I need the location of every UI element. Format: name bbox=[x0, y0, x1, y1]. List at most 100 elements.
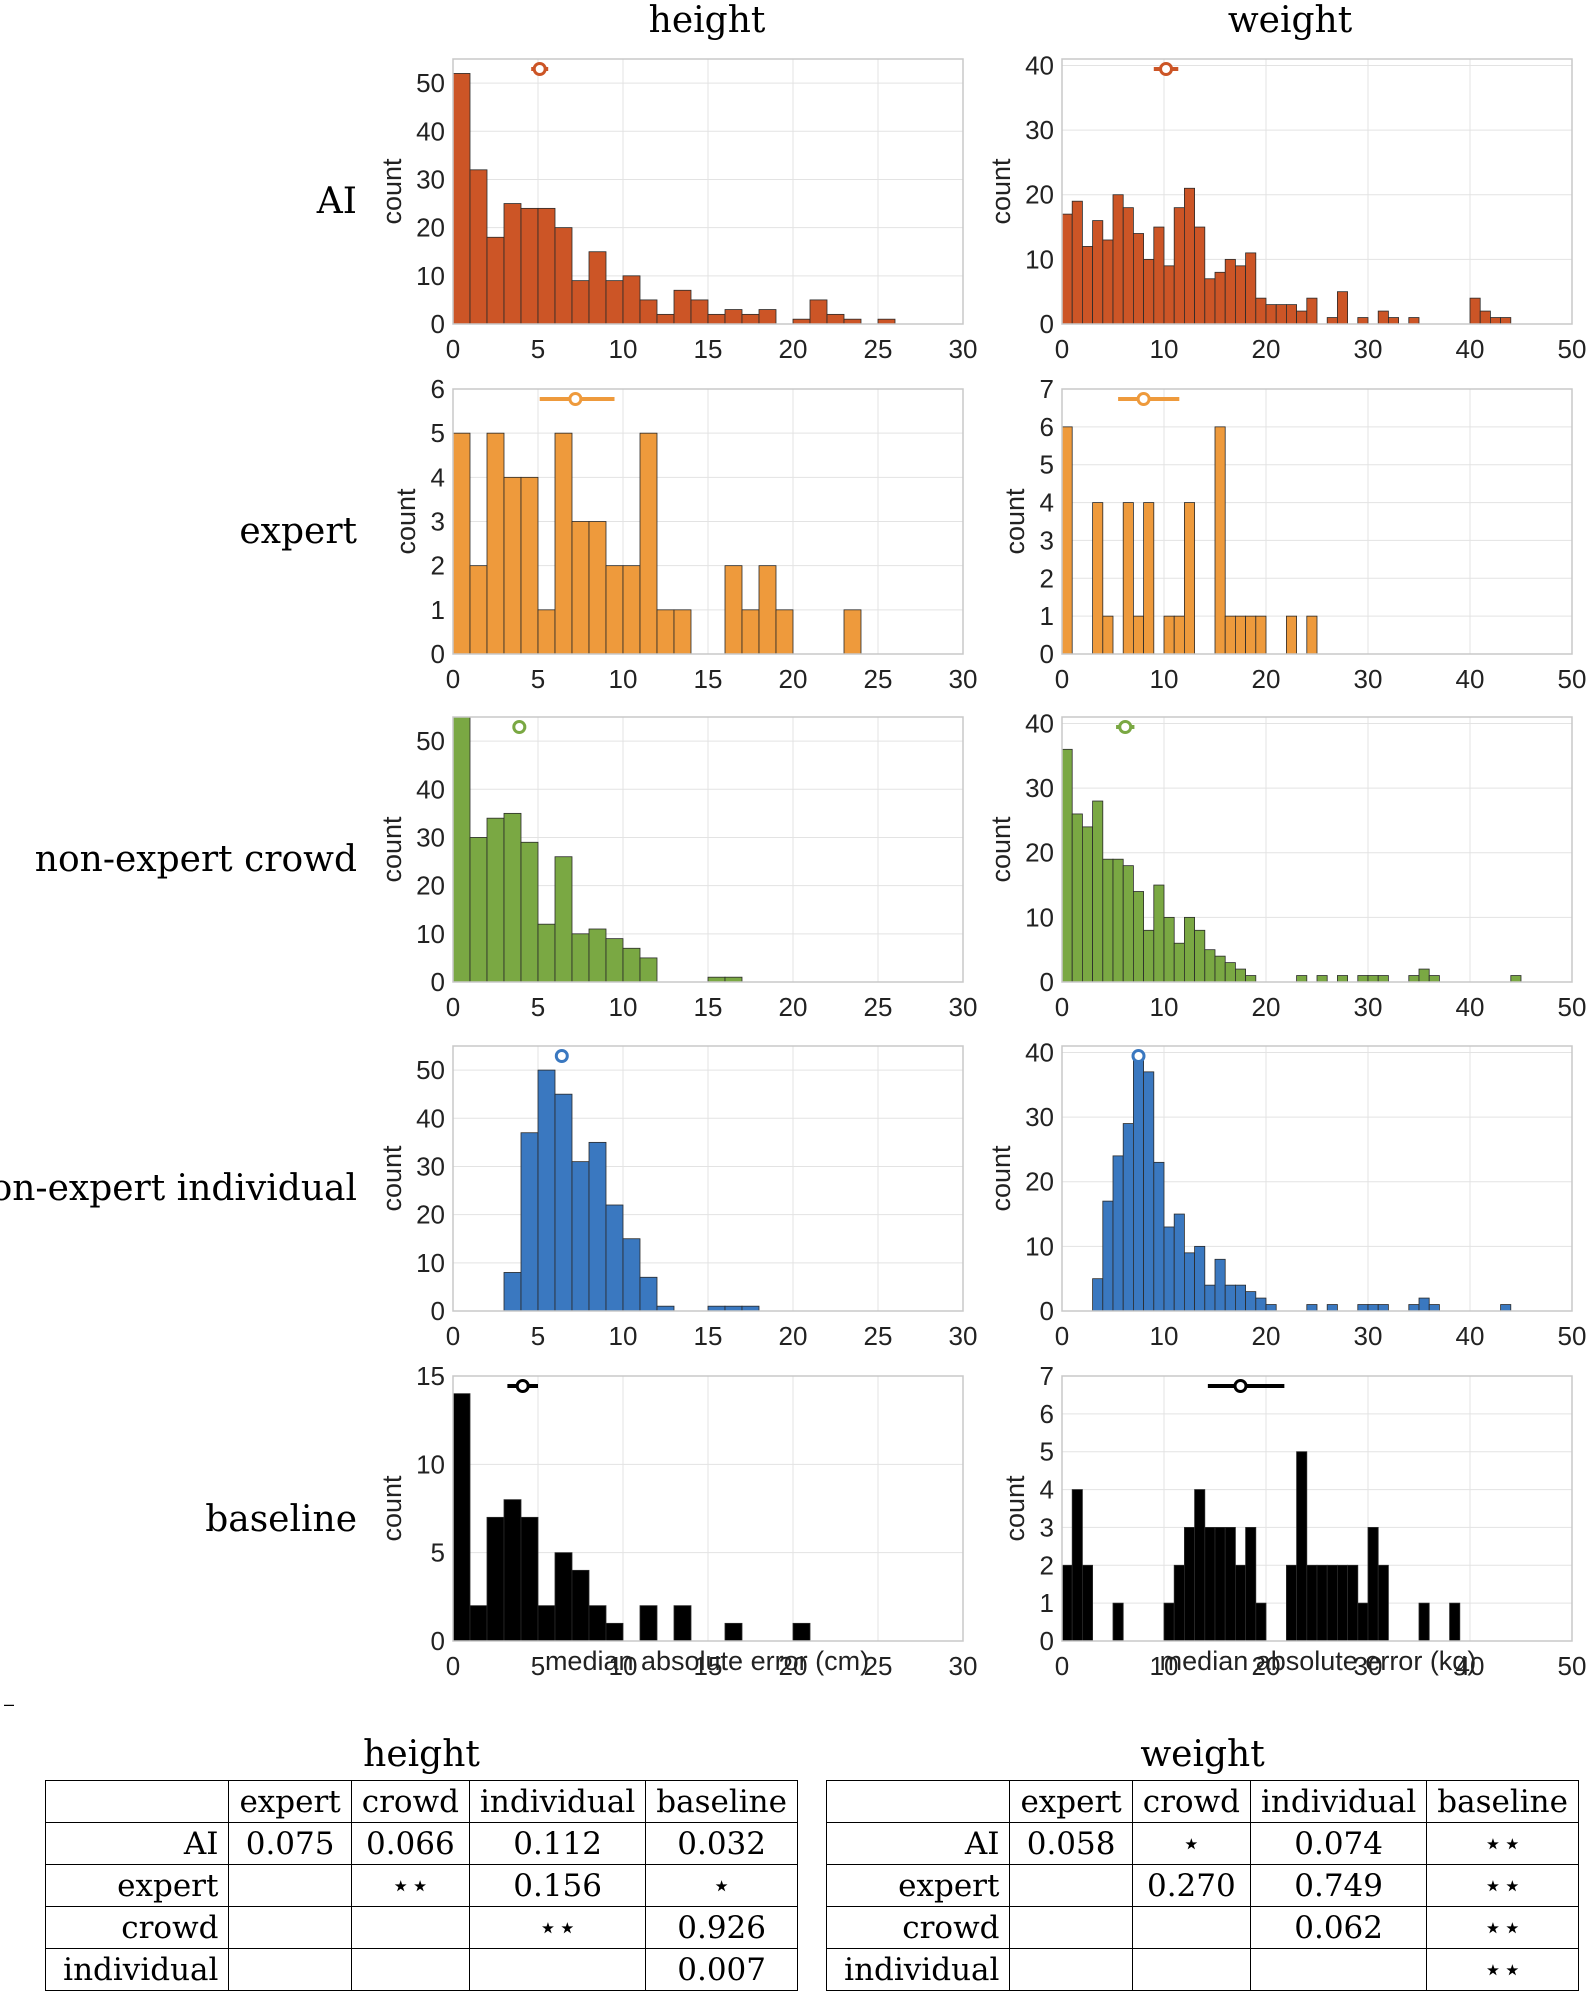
y-tick-label: 3 bbox=[1040, 525, 1054, 555]
histogram-bar bbox=[1092, 1278, 1104, 1312]
x-tick-label: 15 bbox=[694, 334, 723, 364]
histogram-bar bbox=[1163, 265, 1175, 325]
y-tick-label: 1 bbox=[431, 595, 445, 625]
x-tick-label: 15 bbox=[694, 1651, 723, 1681]
histogram-bar bbox=[673, 609, 692, 655]
median-marker bbox=[1118, 720, 1133, 734]
histogram-bar bbox=[1408, 1304, 1420, 1312]
plot-frame bbox=[1061, 388, 1573, 655]
histogram-bar bbox=[1306, 1564, 1318, 1642]
x-tick-label: 5 bbox=[531, 334, 545, 364]
y-axis-label: count bbox=[377, 816, 407, 883]
histogram-bar bbox=[1337, 975, 1349, 983]
histogram-bar bbox=[1357, 975, 1369, 983]
histogram-bar bbox=[724, 565, 743, 655]
histogram-bar bbox=[1112, 1155, 1124, 1312]
histogram-bar bbox=[1245, 975, 1257, 983]
histogram-bar bbox=[1173, 207, 1185, 325]
histogram-bar bbox=[537, 1605, 556, 1642]
histogram-bar bbox=[520, 841, 539, 983]
histogram-bar bbox=[1449, 1602, 1461, 1642]
table-cell bbox=[1131, 1906, 1251, 1949]
y-tick-label: 40 bbox=[416, 774, 445, 804]
y-axis-label: count bbox=[377, 1145, 407, 1212]
histogram-bar bbox=[1255, 1297, 1267, 1312]
y-tick-label: 40 bbox=[416, 116, 445, 146]
table-cell bbox=[1249, 1948, 1428, 1991]
y-tick-label: 3 bbox=[431, 507, 445, 537]
histogram-bar bbox=[1235, 615, 1247, 655]
x-tick-label: 20 bbox=[779, 1321, 808, 1351]
table-row: crowd ⋆⋆ 0.926 bbox=[44, 1906, 798, 1949]
median-marker bbox=[554, 1049, 569, 1063]
x-tick-label: 20 bbox=[1252, 664, 1281, 694]
table-cell: ⋆⋆ bbox=[468, 1906, 647, 1949]
table-cell bbox=[1009, 1864, 1133, 1907]
histogram-bar bbox=[656, 609, 675, 655]
table-title-height: height bbox=[363, 1734, 480, 1775]
histogram-bar bbox=[1296, 975, 1308, 983]
y-tick-label: 10 bbox=[416, 1248, 445, 1278]
plot-frame bbox=[452, 1045, 964, 1312]
histogram-bar bbox=[758, 309, 777, 325]
histogram-bar bbox=[758, 565, 777, 655]
y-tick-label: 20 bbox=[1025, 1167, 1054, 1197]
histogram-bar bbox=[588, 521, 607, 655]
p-value-tables: height expert crowd individual baseline … bbox=[0, 1730, 1594, 2010]
histogram-bar bbox=[1143, 929, 1155, 983]
histogram-bar bbox=[1071, 813, 1083, 983]
row-label-crowd: non-expert crowd bbox=[35, 839, 357, 880]
histogram-bar bbox=[554, 1093, 573, 1312]
histogram-bar bbox=[486, 817, 505, 983]
histogram-bar bbox=[1163, 1226, 1175, 1312]
histogram-bar bbox=[639, 299, 658, 325]
table-height-wrapper: height expert crowd individual baseline … bbox=[44, 1730, 798, 1991]
x-tick-label: 30 bbox=[949, 664, 978, 694]
table-cell: ⋆⋆ bbox=[1426, 1822, 1579, 1865]
histogram-bar bbox=[1286, 1564, 1298, 1642]
y-tick-label: 30 bbox=[416, 822, 445, 852]
histogram-bar bbox=[503, 476, 522, 655]
histogram-bar bbox=[1184, 1527, 1196, 1642]
histogram-bar bbox=[1388, 317, 1400, 325]
median-marker bbox=[568, 392, 583, 406]
histogram-bar bbox=[469, 837, 488, 983]
histogram-bar bbox=[1235, 1284, 1247, 1312]
histogram-bar bbox=[1102, 1200, 1114, 1312]
histogram-bar bbox=[1377, 310, 1389, 325]
table-header-cell: expert bbox=[228, 1780, 352, 1823]
y-axis-label: count bbox=[377, 158, 407, 225]
histogram-bar bbox=[1306, 1304, 1318, 1312]
y-tick-label: 4 bbox=[1040, 488, 1054, 518]
histogram-bar bbox=[1408, 317, 1420, 325]
y-tick-label: 10 bbox=[416, 1449, 445, 1479]
y-tick-label: 6 bbox=[1040, 412, 1054, 442]
histogram-bar bbox=[1153, 1161, 1165, 1312]
histogram-bar bbox=[741, 609, 760, 655]
row-label-individual: non-expert individual bbox=[0, 1168, 357, 1209]
histogram-figure: height weight AI expert non-expert crowd… bbox=[0, 0, 1587, 1681]
table-header-cell bbox=[825, 1780, 1011, 1823]
table-row: expert 0.270 0.749 ⋆⋆ bbox=[825, 1864, 1579, 1907]
histogram-bar bbox=[571, 1161, 590, 1312]
x-tick-label: 25 bbox=[864, 1321, 893, 1351]
histogram-bar bbox=[571, 1569, 590, 1642]
column-title-weight: weight bbox=[1228, 0, 1353, 41]
histogram-bar bbox=[673, 289, 692, 325]
table-header-cell: expert bbox=[1009, 1780, 1133, 1823]
histogram-bar bbox=[1224, 615, 1236, 655]
table-header-cell: crowd bbox=[350, 1780, 470, 1823]
x-tick-label: 10 bbox=[609, 992, 638, 1022]
histogram-bar bbox=[554, 432, 573, 655]
histogram-bar bbox=[1377, 975, 1389, 983]
x-tick-label: 10 bbox=[1150, 1321, 1179, 1351]
histogram-bar bbox=[1102, 615, 1114, 655]
histogram-bar bbox=[452, 716, 471, 983]
histogram-bar bbox=[1133, 233, 1145, 325]
histogram-bar bbox=[503, 1272, 522, 1312]
histogram-bar bbox=[1224, 1527, 1236, 1642]
table-row: individual ⋆⋆ bbox=[825, 1948, 1579, 1991]
x-tick-label: 50 bbox=[1558, 992, 1587, 1022]
histogram-bar bbox=[520, 207, 539, 325]
y-tick-label: 0 bbox=[431, 967, 445, 997]
